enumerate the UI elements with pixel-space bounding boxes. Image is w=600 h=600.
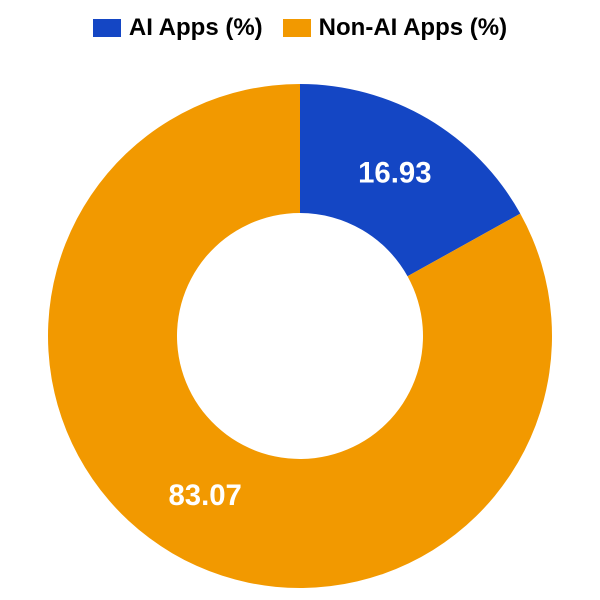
slice-label-ai-apps: 16.93 — [358, 157, 431, 190]
donut-chart: AI Apps (%)Non-AI Apps (%) 16.9383.07 — [0, 0, 600, 600]
slice-label-non-ai-apps: 83.07 — [168, 479, 241, 512]
donut-svg: 16.93 83.07 — [0, 0, 600, 600]
